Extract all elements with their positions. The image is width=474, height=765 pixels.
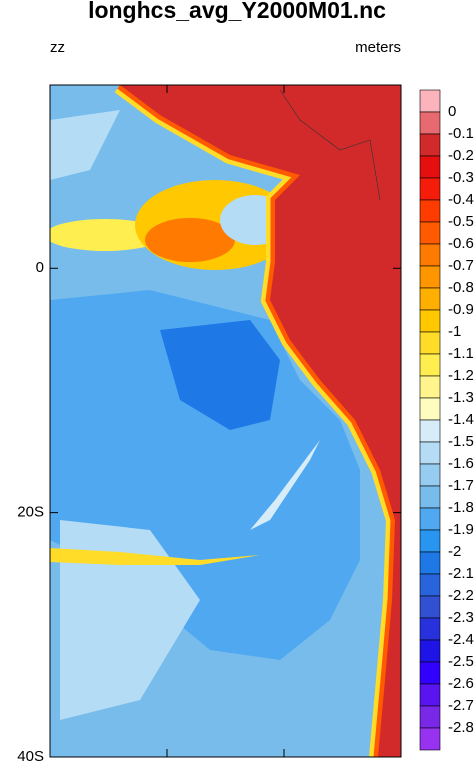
x-tick-label: 90W: [152, 762, 184, 765]
colorbar-box: [419, 155, 441, 179]
colorbar-box: [419, 485, 441, 509]
colorbar-label: -2.3: [448, 609, 474, 626]
land: [120, 85, 401, 757]
colorbar-box: [419, 683, 441, 707]
colorbar-box: [419, 507, 441, 531]
colorbar-label: -0.8: [448, 279, 474, 296]
colorbar-box: [419, 419, 441, 443]
colorbar-box: [419, 551, 441, 575]
plot-frame: [49, 84, 402, 758]
colorbar-label: -1.2: [448, 367, 474, 384]
colorbar-label: 0: [448, 103, 456, 120]
colorbar-box: [419, 331, 441, 355]
ocean-light: [60, 520, 200, 720]
colorbar-box: [419, 463, 441, 487]
colorbar-label: -1.9: [448, 521, 474, 538]
colorbar-label: -1.6: [448, 455, 474, 472]
border: [279, 89, 381, 201]
colorbar-label: -0.3: [448, 169, 474, 186]
colorbar-label: -0.2: [448, 147, 474, 164]
colorbar-box: [419, 111, 441, 135]
colorbar-box: [419, 595, 441, 619]
colorbar-label: -1.8: [448, 499, 474, 516]
colorbar-box: [419, 529, 441, 553]
colorbar-box: [419, 287, 441, 311]
ocean-light: [50, 110, 120, 180]
colorbar-box: [419, 573, 441, 597]
colorbar-box: [419, 727, 441, 751]
colorbar-label: -1.4: [448, 411, 474, 428]
colorbar-label: -0.6: [448, 235, 474, 252]
y-tick-label: 40S: [17, 748, 44, 765]
streak: [50, 548, 260, 565]
colorbar-box: [419, 441, 441, 465]
colorbar-box: [419, 661, 441, 685]
colorbar-label: -2.6: [448, 675, 474, 692]
colorbar-label: -0.1: [448, 125, 474, 142]
colorbar-box: [419, 89, 441, 113]
colorbar-label: -1.1: [448, 345, 474, 362]
colorbar-label: -0.4: [448, 191, 474, 208]
x-tick-label: 80W: [269, 762, 301, 765]
colorbar-label: -1: [448, 323, 461, 340]
colorbar-box: [419, 243, 441, 267]
colorbar-box: [419, 199, 441, 223]
colorbar-label: -0.9: [448, 301, 474, 318]
colorbar-box: [419, 397, 441, 421]
colorbar-box: [419, 265, 441, 289]
colorbar-label: -2.1: [448, 565, 474, 582]
colorbar-label: -2.8: [448, 719, 474, 736]
colorbar-label: -1.3: [448, 389, 474, 406]
x-tick-label: 100W: [30, 762, 70, 765]
x-tick-label: 70W: [386, 762, 418, 765]
ocean-deeper: [160, 320, 280, 430]
colorbar-label: -1.7: [448, 477, 474, 494]
colorbar-box: [419, 375, 441, 399]
colorbar-label: -2.5: [448, 653, 474, 670]
colorbar-box: [419, 177, 441, 201]
y-tick-label: 20S: [17, 504, 44, 521]
title: longhcs_avg_Y2000M01.nc: [88, 0, 386, 23]
colorbar-box: [419, 617, 441, 641]
colorbar-label: -2: [448, 543, 461, 560]
colorbar-box: [419, 353, 441, 377]
colorbar-label: -1.5: [448, 433, 474, 450]
field: [50, 85, 401, 757]
colorbar-label: -0.5: [448, 213, 474, 230]
colorbar-box: [419, 133, 441, 157]
colorbar-box: [419, 705, 441, 729]
left-label: zz: [50, 39, 65, 56]
y-tick-label: 0: [36, 259, 44, 276]
colorbar-label: -2.2: [448, 587, 474, 604]
colorbar-box: [419, 639, 441, 663]
colorbar-box: [419, 309, 441, 333]
right-label: meters: [355, 39, 401, 56]
colorbar-label: -2.7: [448, 697, 474, 714]
colorbar-box: [419, 221, 441, 245]
colorbar-label: -2.4: [448, 631, 474, 648]
colorbar-label: -0.7: [448, 257, 474, 274]
panama-core: [145, 218, 235, 262]
